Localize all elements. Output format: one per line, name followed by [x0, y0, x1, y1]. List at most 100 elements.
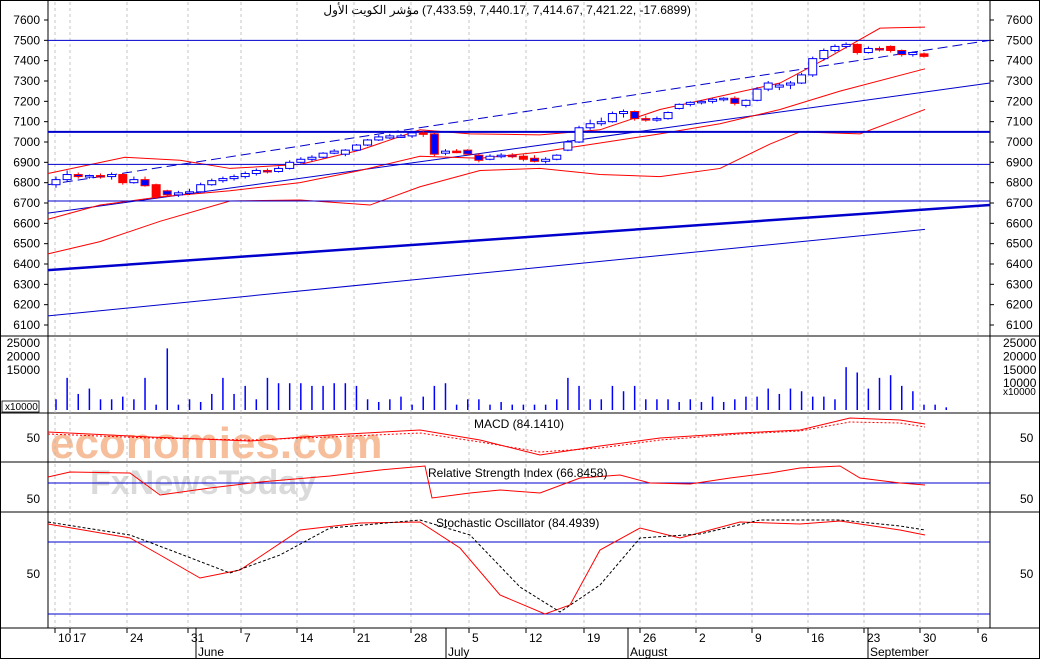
x-tick-label: 23: [867, 631, 881, 645]
x-tick-label: 30: [923, 631, 937, 645]
watermark-economies: economies.com: [50, 419, 383, 468]
candle-body: [396, 135, 406, 138]
candle-body: [363, 139, 373, 146]
candle-body: [96, 175, 106, 178]
month-label: August: [630, 645, 668, 659]
month-label: September: [870, 645, 929, 659]
candle-body: [129, 179, 139, 184]
y-tick-label-left: 6400: [13, 257, 40, 271]
y-tick-label-right: 7400: [1006, 54, 1033, 68]
trend-line-lower: [47, 228, 926, 317]
volume-tick-label-right: 10000: [1003, 376, 1037, 390]
candle-body: [107, 174, 117, 178]
y-axis-left: 6100 6200 6300 6400 6500 6600 6700 6800 6900 7000…: [7, 13, 48, 581]
candle-body: [552, 154, 562, 160]
y-tick-label-right: 7200: [1006, 94, 1033, 108]
candle-body: [151, 184, 161, 198]
indicator-tick-label-left: 50: [27, 431, 41, 445]
band-middle: [47, 68, 926, 220]
candle-body: [62, 174, 72, 181]
band-upper: [47, 26, 926, 175]
candle-body: [863, 47, 873, 54]
y-tick-label-right: 7500: [1006, 33, 1033, 47]
x-tick-label: 12: [529, 631, 543, 645]
y-tick-label-left: 6200: [13, 298, 40, 312]
rsi-title: Relative Strength Index (66.8458): [428, 466, 607, 480]
candle-body: [429, 133, 439, 155]
y-tick-label-left: 6500: [13, 237, 40, 251]
x-tick-label: 19: [587, 631, 601, 645]
candle-body: [262, 169, 272, 173]
y-tick-label-left: 7600: [13, 13, 40, 27]
y-tick-label-right: 6500: [1006, 237, 1033, 251]
y-tick-label-left: 6300: [13, 277, 40, 291]
stochastic-k: [47, 520, 926, 615]
x-tick-label: 28: [414, 631, 428, 645]
candle-body: [719, 97, 729, 101]
trend-line-dashed: [47, 39, 991, 186]
y-tick-label-right: 6600: [1006, 216, 1033, 230]
candle-body: [897, 50, 907, 56]
indicator-lines: [47, 417, 990, 615]
y-tick-label-left: 7400: [13, 54, 40, 68]
candle-body: [407, 132, 417, 137]
candle-body: [84, 175, 94, 178]
candle-body: [140, 179, 150, 187]
candle-body: [674, 103, 684, 109]
candle-body: [196, 184, 206, 193]
candle-body: [696, 100, 706, 104]
grid-lines: [54, 2, 979, 628]
candle-body: [607, 113, 617, 123]
candle-body: [763, 82, 773, 90]
stochastic-title: Stochastic Oscillator (84.4939): [436, 516, 599, 530]
rsi-line: [47, 465, 926, 499]
x-tick-label: 17: [73, 631, 87, 645]
x-tick-label: 16: [811, 631, 825, 645]
month-label: July: [448, 645, 469, 659]
candle-body: [919, 53, 929, 57]
watermark: economies.com FxNewsToday: [50, 419, 383, 502]
candle-body: [496, 154, 506, 158]
candle-body: [774, 84, 784, 88]
x-tick-label: 9: [755, 631, 762, 645]
candle-body: [908, 52, 918, 56]
candle-body: [819, 50, 829, 60]
candle-body: [418, 132, 428, 135]
candle-body: [785, 82, 795, 86]
candle-body: [485, 155, 495, 160]
candle-body: [285, 161, 295, 169]
x-tick-label: 14: [300, 631, 314, 645]
candle-body: [797, 74, 807, 84]
macd-title: MACD (84.1410): [474, 417, 564, 431]
candle-body: [619, 111, 629, 115]
y-tick-label-left: 6600: [13, 216, 40, 230]
volume-bars: [55, 348, 948, 410]
candle-body: [385, 135, 395, 139]
candle-body: [207, 180, 217, 186]
candle-body: [463, 149, 473, 155]
candle-body: [641, 118, 651, 121]
y-tick-label-left: 7200: [13, 94, 40, 108]
horizontal-levels: [48, 39, 990, 202]
volume-tick-label-left: 20000: [7, 349, 41, 363]
candle-body: [541, 158, 551, 162]
month-label: June: [198, 645, 224, 659]
candle-body: [808, 58, 818, 76]
candle-body: [507, 154, 517, 158]
candle-body: [741, 99, 751, 106]
candle-body: [563, 141, 573, 151]
candlesticks: [51, 42, 929, 199]
candle-body: [173, 192, 183, 196]
indicator-tick-label-left: 50: [27, 567, 41, 581]
candle-body: [251, 169, 261, 175]
candle-body: [307, 156, 317, 160]
candle-body: [663, 112, 673, 120]
y-tick-label-right: 7600: [1006, 13, 1033, 27]
candle-body: [51, 179, 61, 186]
candle-body: [229, 176, 239, 180]
candle-body: [118, 174, 128, 184]
x-tick-label: 21: [357, 631, 371, 645]
candle-body: [708, 98, 718, 102]
y-tick-label-left: 7000: [13, 135, 40, 149]
trend-line-main: [47, 203, 991, 272]
